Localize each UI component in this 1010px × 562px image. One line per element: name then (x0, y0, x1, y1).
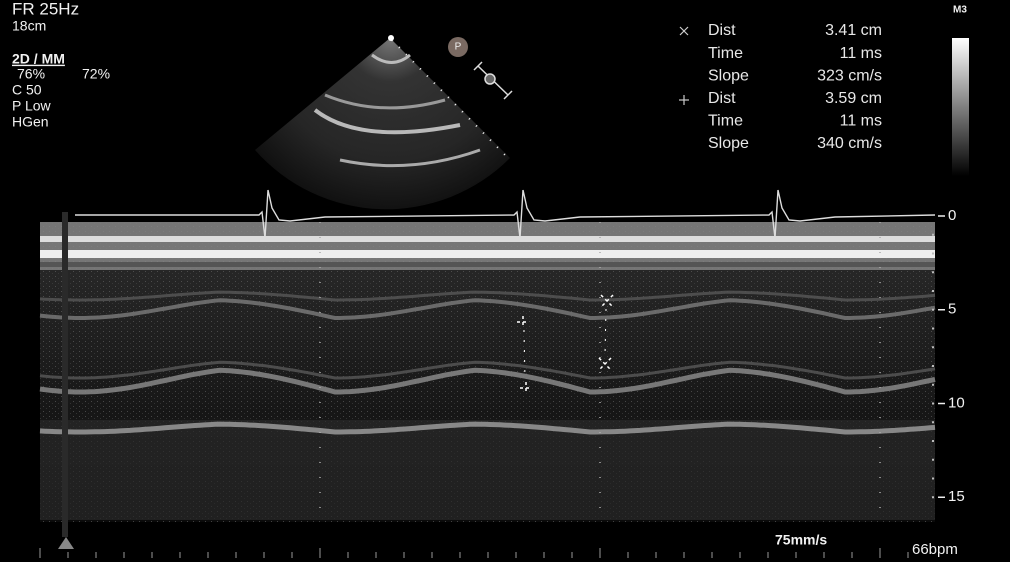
gain-mm: 72% (82, 66, 110, 82)
measurement-value: 323 cm/s (817, 67, 882, 84)
caliper-x-icon (679, 26, 689, 36)
posterior-wall-echo (39, 360, 936, 380)
measurement-label: Slope (708, 135, 749, 152)
compression: C 50 (12, 82, 42, 98)
measurement-value: 3.41 cm (825, 22, 882, 39)
orientation-marker: P (455, 42, 462, 53)
measurement-label: Slope (708, 67, 749, 84)
bright-stripe (40, 250, 935, 258)
frequency: HGen (12, 114, 49, 130)
power: P Low (12, 98, 52, 114)
posterior-wall-echo (39, 367, 936, 395)
caliper-plus-icon (679, 95, 689, 105)
bright-stripe (40, 236, 935, 242)
depth-minor-dot (932, 346, 934, 349)
sector-echo (371, 53, 411, 64)
measurement-label: Time (708, 45, 743, 62)
measurement-label: Time (708, 113, 743, 130)
probe-label: M3 (953, 5, 967, 16)
measurement-panel (679, 26, 689, 105)
depth-minor-dot (932, 308, 934, 311)
ecg-trace (75, 189, 936, 239)
depth-minor-dot (932, 421, 934, 424)
depth-minor-dot (932, 496, 934, 499)
probe-dot (388, 35, 394, 41)
depth-minor-dot (932, 383, 934, 386)
mmode-image (39, 222, 936, 522)
posterior-band (40, 420, 935, 520)
heart-rate: 66bpm (912, 541, 958, 558)
depth-label: 10 (948, 394, 965, 411)
septum-echo (39, 290, 936, 302)
probe-icon (473, 61, 513, 100)
measurement-label: Dist (708, 22, 736, 39)
mode: 2D / MM (12, 51, 65, 67)
depth-minor-dot (932, 365, 934, 367)
sector-echo (324, 93, 446, 110)
caliper-x (598, 357, 612, 371)
measurement-value: 11 ms (840, 113, 882, 130)
depth-minor-dot (932, 252, 934, 255)
pericardium-echo (39, 421, 936, 435)
depth: 18cm (12, 18, 46, 34)
measurement-value: 3.59 cm (825, 90, 882, 107)
depth-minor-dot (932, 327, 934, 330)
depth-minor-dot (932, 290, 934, 292)
sweep-marker (58, 537, 74, 549)
grayscale-bar (952, 38, 969, 176)
caliper-x (600, 294, 614, 308)
measurement-value: 340 cm/s (817, 135, 882, 152)
depth-minor-dot (932, 458, 934, 461)
depth-label: 5 (948, 301, 956, 318)
septum-echo (39, 298, 936, 320)
depth-minor-dot (932, 440, 934, 442)
sector-echo (313, 108, 461, 135)
depth-minor-dot (932, 402, 934, 405)
frame-rate: FR 25Hz (12, 0, 79, 18)
sector-image (255, 38, 510, 210)
measurement-label: Dist (708, 90, 736, 107)
depth-minor-dot (932, 477, 934, 480)
left-marker-bar (62, 212, 68, 537)
depth-minor-dot (932, 271, 934, 274)
measurement-value: 11 ms (840, 45, 882, 62)
orientation-icon (448, 37, 468, 57)
stripe (40, 262, 935, 267)
depth-label: 0 (948, 207, 956, 224)
depth-minor-dot (932, 233, 934, 236)
sector-echo (339, 148, 481, 168)
sweep-speed: 75mm/s (775, 532, 827, 548)
depth-label: 15 (948, 488, 965, 505)
gain-2d: 76% (17, 66, 45, 82)
caliper-line (523, 329, 526, 381)
